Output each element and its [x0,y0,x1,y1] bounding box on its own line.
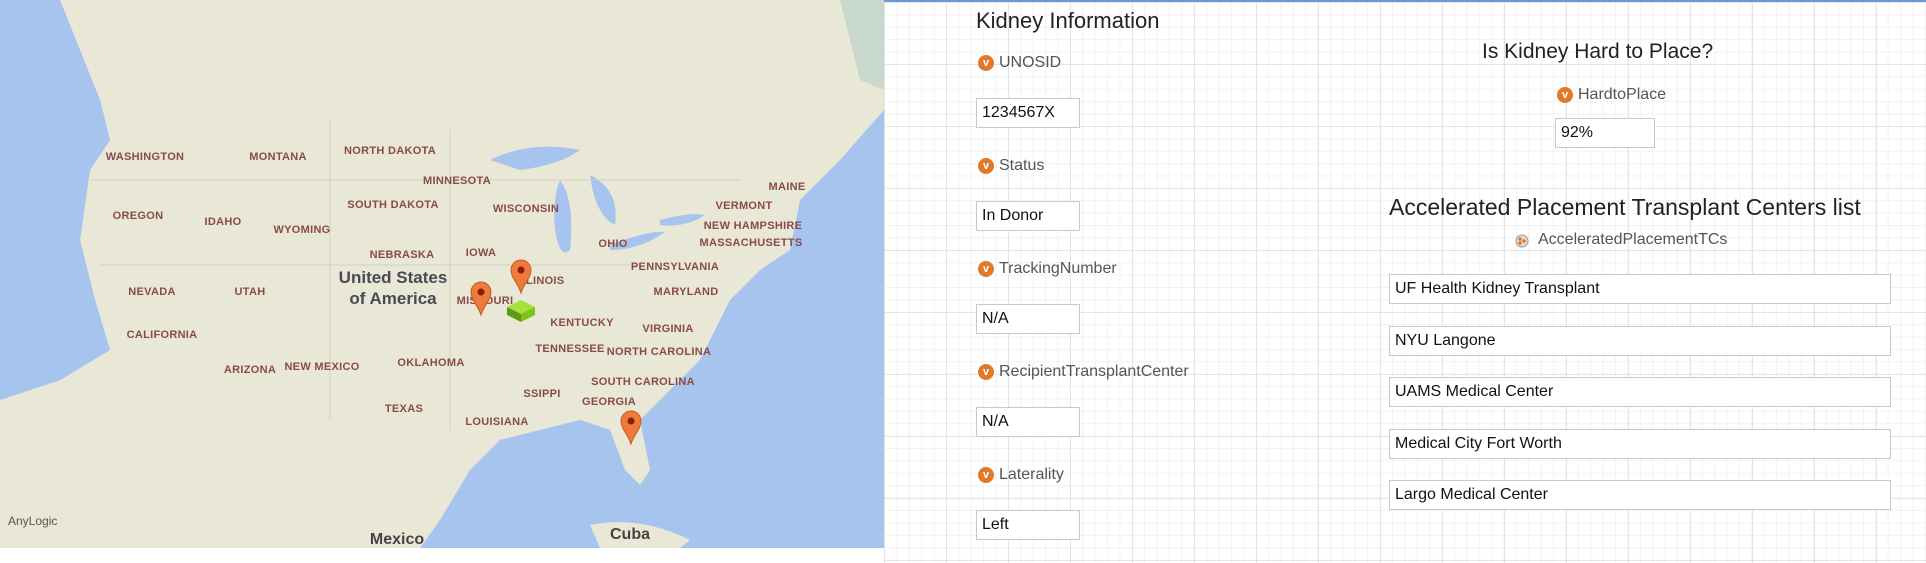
state-label: LOUISIANA [465,416,529,428]
cuba [590,522,690,548]
field-label-text: RecipientTransplantCenter [999,363,1189,380]
hardtoplace-label: v HardtoPlace [1557,86,1666,104]
collection-icon [1515,232,1533,248]
v-variable-icon: v [978,467,994,483]
accel-label: AcceleratedPlacementTCs [1515,231,1727,249]
state-label: SOUTH CAROLINA [591,376,695,388]
lake-ontario [660,214,705,226]
field-label-text: Status [999,157,1045,174]
kidney-info-title: Kidney Information [976,8,1160,33]
state-label: PENNSYLVANIA [630,261,720,273]
state-label: NEW MEXICO [284,361,360,373]
transplant-center-item[interactable]: Medical City Fort Worth [1389,428,1891,459]
country-line-2: of America [349,289,437,308]
v-variable-icon: v [978,55,994,71]
country-label: Cuba [610,526,650,543]
state-label: TEXAS [384,403,424,415]
field-value[interactable]: N/A [976,407,1080,437]
state-label: OKLAHOMA [397,357,465,369]
transplant-center-item[interactable]: NYU Langone [1389,325,1891,356]
field-value[interactable]: In Donor [976,201,1080,231]
state-label: GEORGIA [581,396,637,408]
lake-superior [490,146,580,170]
map-base [0,0,884,548]
state-label: VERMONT [715,200,773,212]
state-label: WYOMING [273,224,331,236]
state-label: WASHINGTON [105,151,185,163]
state-label: IDAHO [204,216,242,228]
v-variable-icon: v [1557,87,1573,103]
field-label-text: TrackingNumber [999,260,1117,277]
transplant-center-item[interactable]: Largo Medical Center [1389,480,1891,510]
v-variable-icon: v [978,364,994,380]
state-label: MASSACHUSETTS [699,237,803,249]
state-label: NEBRASKA [369,249,435,261]
field-label: v UNOSID [978,54,1061,72]
anylogic-logo: AnyLogic [8,514,58,528]
state-label: NEW HAMPSHIRE [703,220,803,232]
field-value[interactable]: N/A [976,304,1080,334]
field-value[interactable]: 1234567X [976,98,1080,128]
state-label: MAINE [768,181,806,193]
state-label: KENTUCKY [550,317,614,329]
accel-label-text: AcceleratedPlacementTCs [1538,231,1728,248]
v-variable-icon: v [978,261,994,277]
lake-michigan [554,180,572,253]
hard-to-place-title: Is Kidney Hard to Place? [1482,40,1714,63]
state-label: NORTH DAKOTA [344,145,436,157]
accel-title: Accelerated Placement Transplant Centers… [1389,194,1861,220]
country-line-1: United States [338,268,448,287]
state-label: MONTANA [249,151,307,163]
map-view[interactable]: WASHINGTON MONTANA NORTH DAKOTA MINNESOTA SO… [0,0,884,548]
state-label: MARYLAND [653,286,719,298]
country-label: United States of America [339,267,448,309]
field-label-text: UNOSID [999,54,1062,71]
field-value[interactable]: Left [976,510,1080,540]
field-label-text: Laterality [999,466,1064,483]
state-label: CALIFORNIA [126,329,198,341]
lake-huron [590,175,616,225]
field-label: v TrackingNumber [978,260,1117,278]
state-label: NEVADA [128,286,176,298]
state-label: OREGON [112,210,164,222]
state-label: WISCONSIN [492,203,560,215]
state-label: SSIPPI [523,388,561,400]
state-label: OHIO [598,238,628,250]
transplant-center-item[interactable]: UF Health Kidney Transplant [1389,274,1891,304]
country-label: Mexico [369,531,425,548]
state-label: VIRGINIA [642,323,694,335]
field-label: v Laterality [978,466,1064,484]
gulf [440,420,650,548]
land [0,0,884,548]
state-label: UTAH [234,286,266,298]
kidney-panel: Kidney Information v UNOSID 1234567X v Stat… [884,0,1926,563]
state-label: TENNESSEE [535,343,605,355]
lake-erie [610,231,665,250]
state-label: ARIZONA [223,364,277,376]
transplant-center-item[interactable]: UAMS Medical Center [1389,377,1891,407]
state-label: NORTH CAROLINA [606,346,712,358]
field-label: v RecipientTransplantCenter [978,363,1189,381]
state-label: MINNESOTA [423,175,491,187]
state-label: SOUTH DAKOTA [347,199,439,211]
field-label: v Status [978,157,1044,175]
state-label: IOWA [465,247,497,259]
hardtoplace-field[interactable]: 92% [1555,118,1655,148]
hardtoplace-label-text: HardtoPlace [1578,86,1667,103]
v-variable-icon: v [978,158,994,174]
